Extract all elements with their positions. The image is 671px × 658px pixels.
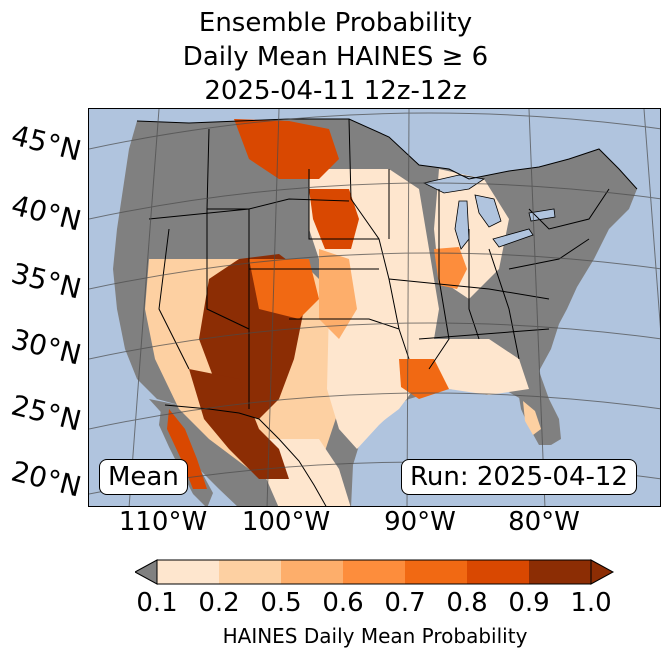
colorbar-tick-6: 0.9 <box>508 588 550 618</box>
title-line-1: Ensemble Probability <box>198 8 473 38</box>
shade-plains-mid <box>319 249 357 339</box>
colorbar-tick-5: 0.8 <box>446 588 488 618</box>
lat-label-45: 45°N <box>8 118 85 168</box>
colorbar-tick-0: 0.1 <box>136 588 178 618</box>
colorbar-tick-3: 0.6 <box>322 588 364 618</box>
colorbar-bins <box>157 560 591 584</box>
colorbar-label: HAINES Daily Mean Probability <box>222 624 528 648</box>
map-canvas <box>89 109 660 506</box>
shade-southeast-low <box>419 339 529 395</box>
shade-louisiana-mid <box>399 359 449 399</box>
shade-dakotas-high <box>309 189 359 249</box>
colorbar-bin-7 <box>529 560 591 584</box>
shade-baja-high <box>167 409 207 489</box>
colorbar-bin-3 <box>281 560 343 584</box>
colorbar-tick-4: 0.7 <box>384 588 426 618</box>
shade-illinois-mid <box>434 247 467 289</box>
run-label: Run: 2025-04-12 <box>401 459 637 495</box>
lake-huron <box>474 194 502 228</box>
stat-label: Mean <box>99 459 188 495</box>
lat-label-30: 30°N <box>8 322 85 372</box>
lake-erie <box>492 228 534 248</box>
colorbar-under-arrow <box>135 559 158 585</box>
colorbar-bin-1 <box>157 560 219 584</box>
lat-label-40: 40°N <box>8 188 85 238</box>
lat-label-25: 25°N <box>8 388 85 438</box>
probability-shading <box>145 119 541 506</box>
colorbar-bin-6 <box>467 560 529 584</box>
lat-label-35: 35°N <box>8 256 85 306</box>
lake-michigan <box>454 200 470 250</box>
shade-southwest-high <box>189 369 289 479</box>
lon-label-90: 90°W <box>384 507 456 537</box>
title-line-3: 2025-04-11 12z-12z <box>204 76 467 106</box>
lon-label-110: 110°W <box>118 507 208 537</box>
title-line-2: Daily Mean HAINES ≥ 6 <box>182 42 489 72</box>
graticule <box>89 109 660 506</box>
shade-florida-low <box>523 401 541 435</box>
colorbar-over-arrow <box>590 559 615 585</box>
shade-colorado-mid <box>249 259 319 319</box>
lon-label-100: 100°W <box>241 507 331 537</box>
lat-label-20: 20°N <box>8 454 85 504</box>
colorbar-tick-7: 1.0 <box>570 588 612 618</box>
lon-label-80: 80°W <box>508 507 580 537</box>
colorbar-bin-5 <box>405 560 467 584</box>
shade-texas-low <box>327 309 409 449</box>
shade-montana-high <box>234 119 339 179</box>
colorbar-bin-2 <box>219 560 281 584</box>
colorbar <box>135 559 615 585</box>
map-panel: Mean Run: 2025-04-12 <box>88 108 661 507</box>
colorbar-tick-1: 0.2 <box>198 588 240 618</box>
colorbar-bin-4 <box>343 560 405 584</box>
colorbar-tick-2: 0.5 <box>260 588 302 618</box>
lake-ontario <box>528 208 556 222</box>
